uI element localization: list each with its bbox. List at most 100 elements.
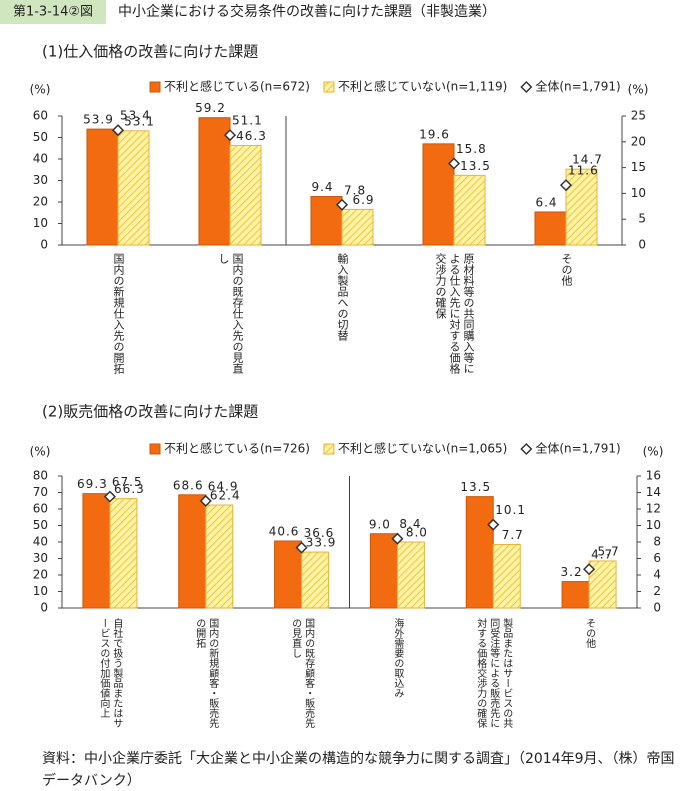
value-label: 7.7 — [502, 528, 524, 542]
y2-tick-label: 16 — [646, 469, 661, 483]
bar — [205, 504, 234, 609]
value-label: 46.3 — [236, 129, 267, 143]
y2-tick-label: 2 — [653, 584, 661, 598]
bar — [369, 533, 398, 609]
chart-title: (1)仕入価格の改善に向けた課題 — [42, 43, 258, 61]
value-label: 62.4 — [210, 489, 241, 503]
y2-tick-label: 15 — [631, 160, 646, 174]
category-label-box: 国内の既存仕入先の見直し — [174, 253, 286, 375]
value-label: 33.9 — [306, 536, 337, 550]
category-label-box: 自社で扱う製品またはサービスの付加価値向上 — [62, 618, 158, 729]
x-tick-label: 国内の新規仕入先の開拓 — [112, 253, 125, 374]
y-tick-label: 0 — [40, 601, 48, 615]
value-label: 8.4 — [399, 517, 421, 531]
value-label: 10.1 — [495, 503, 526, 517]
legend-marker — [149, 443, 161, 455]
value-label: 53.9 — [83, 113, 114, 127]
value-label: 3.2 — [561, 565, 583, 579]
value-label: 4.7 — [591, 548, 613, 562]
y-tick-label: 10 — [33, 584, 48, 598]
value-label: 53.4 — [120, 109, 151, 123]
value-label: 5.7 — [598, 544, 620, 558]
value-label: 67.5 — [112, 475, 143, 489]
bar — [198, 117, 231, 246]
bar — [534, 211, 567, 246]
total-marker — [335, 198, 349, 211]
legend-marker — [149, 81, 161, 93]
category-label-box: 海外需要の取込み — [350, 618, 446, 729]
y-tick-label: 30 — [33, 173, 48, 187]
chart-title: (2)販売価格の改善に向けた課題 — [42, 403, 258, 421]
y2-tick-label: 4 — [653, 568, 661, 582]
bar — [109, 498, 138, 609]
value-label: 59.2 — [195, 101, 226, 115]
value-label: 40.6 — [269, 525, 300, 539]
legend-marker — [323, 443, 335, 455]
x-tick-label: 国内の既存仕入先の見直し — [217, 253, 244, 374]
value-label: 15.8 — [456, 142, 487, 156]
value-label: 6.4 — [535, 195, 557, 209]
category-label-box: 輸入製品への切替 — [286, 253, 398, 375]
y-tick-label: 70 — [33, 485, 48, 499]
y2-tick-label: 0 — [653, 601, 661, 615]
x-tick-label: 輸入製品への切替 — [336, 253, 349, 341]
value-label: 9.4 — [311, 180, 333, 194]
x-tick-label: 原材料等の共同購入等による仕入先に対する価格交渉力の確保 — [434, 253, 475, 374]
bar — [86, 128, 119, 246]
value-label: 14.7 — [572, 153, 603, 167]
legend-marker — [520, 442, 533, 456]
category-label-box: 国内の新規顧客・販売先の開拓 — [158, 618, 254, 729]
y2-axis-unit: (%) — [628, 83, 649, 97]
value-label: 68.6 — [173, 478, 204, 492]
value-label: 53.1 — [124, 114, 155, 128]
y-tick-label: 80 — [33, 469, 48, 483]
y2-tick-label: 10 — [646, 518, 661, 532]
value-label: 6.9 — [352, 193, 374, 207]
value-label: 13.5 — [460, 480, 491, 494]
x-tick-label: 自社で扱う製品またはサービスの付加価値向上 — [97, 618, 122, 728]
y2-axis-unit: (%) — [643, 445, 664, 459]
y-tick-label: 50 — [33, 130, 48, 144]
bar — [274, 540, 303, 609]
value-label: 13.5 — [460, 159, 491, 173]
y-tick-label: 50 — [33, 518, 48, 532]
bar — [465, 496, 494, 609]
value-label: 19.6 — [419, 127, 450, 141]
total-marker — [111, 124, 125, 137]
value-label: 51.1 — [232, 114, 263, 128]
value-label: 11.6 — [568, 164, 599, 178]
figure-no-box — [0, 0, 106, 24]
value-label: 9.0 — [369, 517, 391, 531]
total-marker — [391, 532, 404, 545]
total-marker — [103, 490, 116, 503]
x-tick-label: その他 — [560, 253, 573, 286]
y-axis-unit: (%) — [30, 445, 51, 459]
total-marker — [559, 179, 573, 192]
value-label: 66.3 — [114, 482, 145, 496]
value-label: 36.6 — [304, 526, 335, 540]
source-note: 資料：中小企業庁委託「大企業と中小企業の構造的な競争力に関する調査」（2014年… — [42, 751, 675, 789]
x-tick-label: 海外需要の取込み — [391, 618, 403, 698]
bar — [301, 551, 330, 609]
legend-label: 不利と感じていない(n=1,065) — [338, 441, 507, 456]
figure-no: 第1-3-14②図 — [13, 5, 93, 20]
bar — [178, 494, 207, 609]
category-label-box: その他 — [541, 618, 637, 729]
bar — [229, 144, 262, 246]
category-label-box: 原材料等の共同購入等による仕入先に対する価格交渉力の確保 — [398, 253, 510, 375]
x-tick-label: 国内の新規顧客・販売先の開拓 — [193, 618, 218, 728]
y2-tick-label: 10 — [631, 186, 646, 200]
bar — [453, 174, 486, 246]
y-tick-label: 30 — [33, 551, 48, 565]
bar — [82, 493, 111, 609]
total-marker — [223, 129, 237, 142]
y2-tick-label: 6 — [653, 551, 661, 565]
y-tick-label: 40 — [33, 535, 48, 549]
bar — [561, 581, 590, 609]
y-tick-label: 60 — [33, 109, 48, 123]
total-marker — [487, 518, 500, 531]
category-label-box: 国内の新規仕入先の開拓 — [62, 253, 174, 375]
x-tick-label: 製品またはサービスの共同受注等による販売先に対する価格交渉力の確保 — [474, 618, 512, 728]
legend-label: 全体(n=1,791) — [535, 79, 620, 94]
